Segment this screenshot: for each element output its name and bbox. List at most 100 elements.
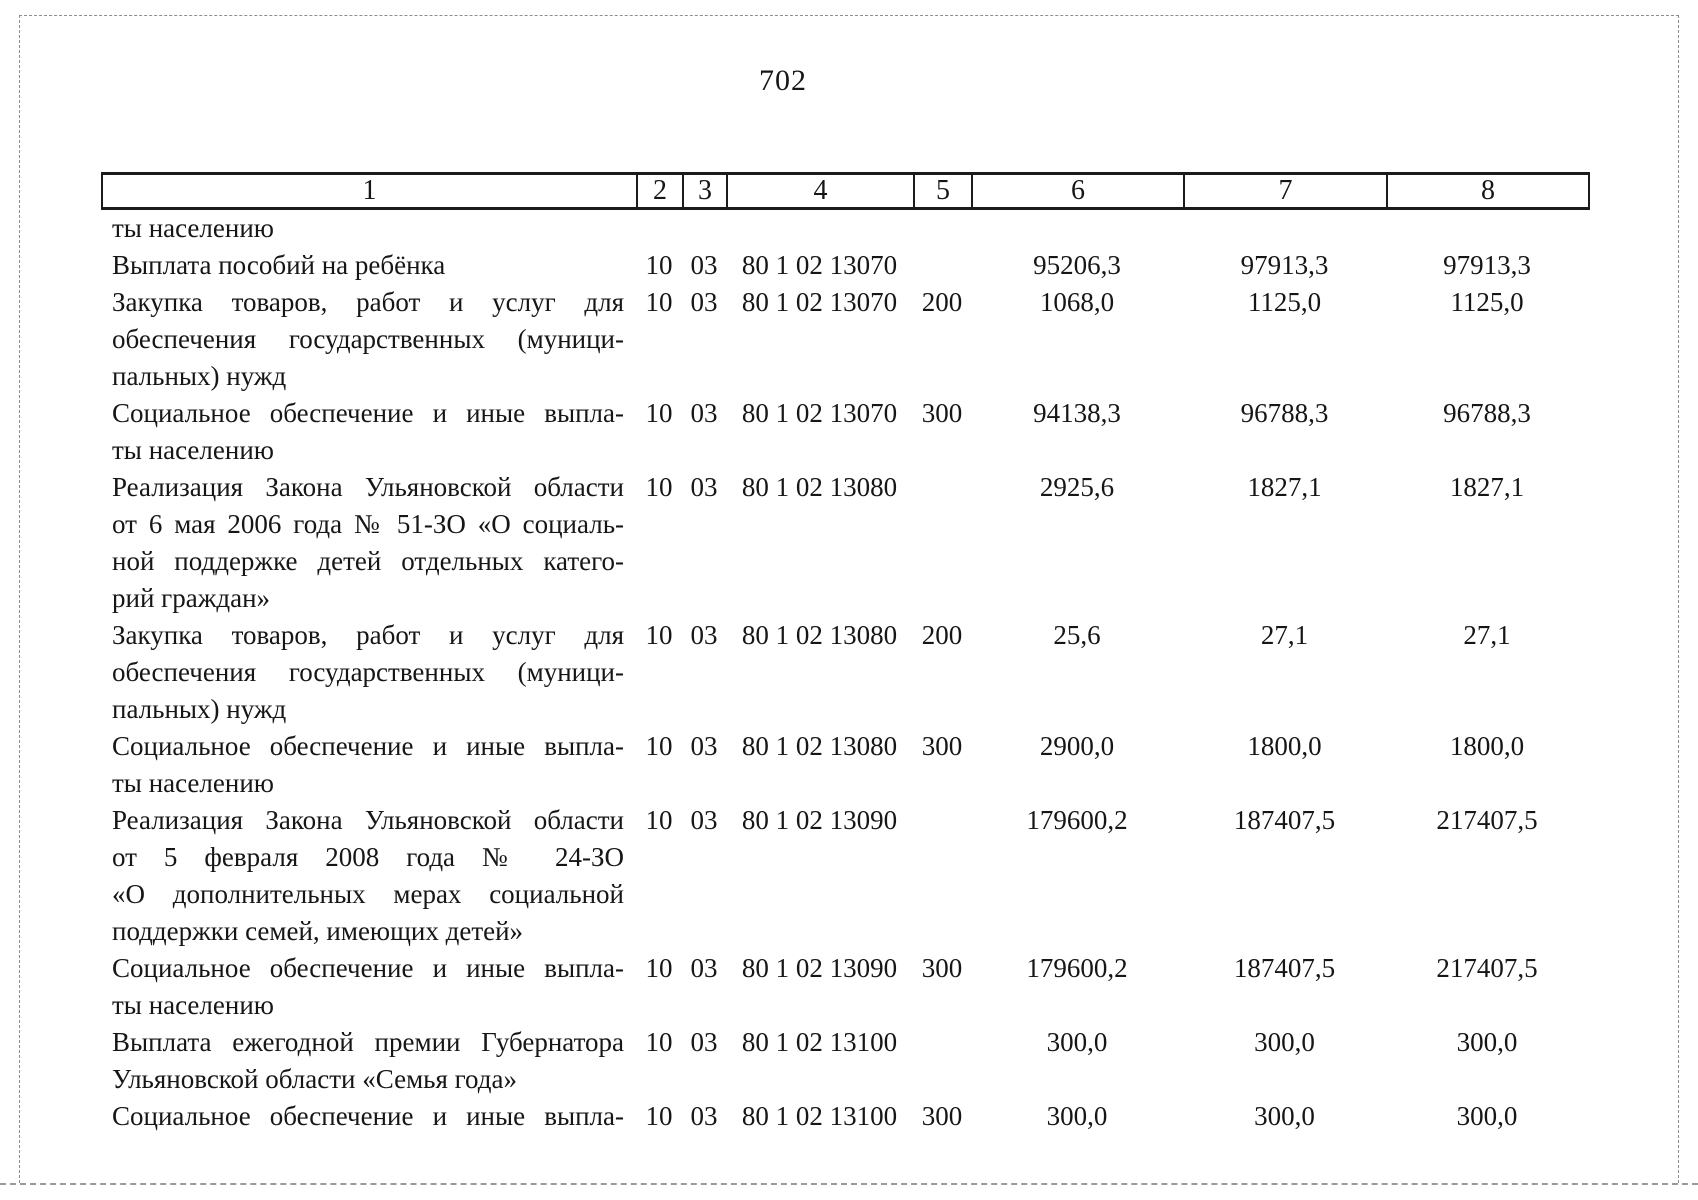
page-frame <box>19 15 1679 1183</box>
header-cell-4: 4 <box>726 175 913 207</box>
amount-col8-cell: 1827,1 <box>1449 472 1525 502</box>
subsection-code-cell <box>682 210 726 247</box>
amount-col8-cell <box>1386 210 1588 247</box>
expense-type-cell: 300 <box>921 731 963 761</box>
amount-col6-cell: 25,6 <box>1053 620 1101 650</box>
amount-col8-cell: 217407,5 <box>1436 953 1538 983</box>
table-row: Социальное обеспечение и иные выпла- 10 03… <box>103 1098 1588 1135</box>
row-label-line: Социальное обеспечение и иные выпла- <box>112 731 624 761</box>
target-article-cell: 80 1 02 13070 <box>741 287 898 317</box>
subsection-code-cell: 03 <box>690 1027 718 1057</box>
target-article-cell: 80 1 02 13090 <box>741 953 898 983</box>
section-code-cell: 10 <box>645 1027 673 1057</box>
section-code-cell: 10 <box>645 731 673 761</box>
amount-col8-cell: 96788,3 <box>1443 398 1531 428</box>
header-cell-6: 6 <box>971 175 1183 207</box>
header-cell-7: 7 <box>1183 175 1386 207</box>
amount-col6-cell: 95206,3 <box>1033 250 1121 280</box>
expense-type-cell: 200 <box>921 620 963 650</box>
row-label-line: ты населению <box>112 435 274 465</box>
header-cell-5: 5 <box>913 175 971 207</box>
target-article-cell: 80 1 02 13070 <box>741 250 898 280</box>
row-label-line: от 5 февраля 2008 года № 24-ЗО <box>112 842 624 872</box>
subsection-code-cell: 03 <box>690 731 718 761</box>
row-label-line: поддержки семей, имеющих детей» <box>112 916 524 946</box>
amount-col6-cell: 179600,2 <box>1026 805 1128 835</box>
target-article-cell: 80 1 02 13080 <box>741 620 898 650</box>
amount-col6-cell: 300,0 <box>1046 1101 1108 1131</box>
target-article-cell: 80 1 02 13080 <box>741 472 898 502</box>
section-code-cell: 10 <box>645 250 673 280</box>
table-body: ты населению Выплата пособий на ребёнка 10… <box>103 210 1588 1135</box>
section-code-cell <box>636 210 682 247</box>
amount-col7-cell: 1800,0 <box>1247 731 1322 761</box>
header-cell-3: 3 <box>682 175 726 207</box>
subsection-code-cell: 03 <box>690 805 718 835</box>
row-label-cell: Реализация Закона Ульяновской области от … <box>103 469 636 617</box>
header-cell-1: 1 <box>362 175 377 206</box>
table-row: Реализация Закона Ульяновской области от … <box>103 802 1588 950</box>
row-label-cell: Выплата пособий на ребёнка <box>103 247 636 284</box>
amount-col8-cell: 217407,5 <box>1436 805 1538 835</box>
amount-col8-cell: 27,1 <box>1463 620 1511 650</box>
amount-col7-cell: 27,1 <box>1260 620 1309 650</box>
row-label-cell: Социальное обеспечение и иные выпла-ты н… <box>103 728 636 802</box>
expense-type-cell: 300 <box>921 398 963 428</box>
row-label-line: обеспечения государственных (муници- <box>112 657 624 687</box>
row-label-line: обеспечения государственных (муници- <box>112 324 624 354</box>
table-row: ты населению <box>103 210 1588 247</box>
section-code-cell: 10 <box>645 287 673 317</box>
row-label-line: ты населению <box>112 768 274 798</box>
amount-col6-cell: 2925,6 <box>1039 472 1115 502</box>
amount-col6-cell <box>971 210 1183 247</box>
table-row: Социальное обеспечение и иные выпла-ты н… <box>103 950 1588 1024</box>
row-label-line: ты населению <box>112 213 274 243</box>
row-label-line: Реализация Закона Ульяновской области <box>112 472 624 502</box>
expense-type-cell: 300 <box>921 1101 963 1131</box>
amount-col8-cell: 97913,3 <box>1443 250 1531 280</box>
expense-type-cell: 200 <box>921 287 963 317</box>
row-label-line: Закупка товаров, работ и услуг для <box>112 287 624 317</box>
amount-col6-cell: 1068,0 <box>1039 287 1115 317</box>
section-code-cell: 10 <box>645 398 673 428</box>
target-article-cell: 80 1 02 13090 <box>741 805 898 835</box>
row-label-line: Выплата ежегодной премии Губернатора <box>112 1027 624 1057</box>
expense-type-cell <box>913 1024 971 1098</box>
amount-col7-cell: 187407,5 <box>1233 953 1336 983</box>
subsection-code-cell: 03 <box>690 250 718 280</box>
expense-type-cell <box>913 802 971 950</box>
amount-col6-cell: 94138,3 <box>1033 398 1121 428</box>
subsection-code-cell: 03 <box>690 287 718 317</box>
row-label-cell: Социальное обеспечение и иные выпла-ты н… <box>103 950 636 1024</box>
row-label-cell: Закупка товаров, работ и услуг для обеспе… <box>103 284 636 395</box>
amount-col7-cell: 1827,1 <box>1247 472 1322 502</box>
section-code-cell: 10 <box>645 472 673 502</box>
target-article-cell: 80 1 02 13070 <box>741 398 898 428</box>
expense-type-cell <box>913 247 971 284</box>
amount-col7-cell: 96788,3 <box>1240 398 1329 428</box>
row-label-line: ной поддержке детей отдельных катего- <box>112 546 624 576</box>
amount-col7-cell <box>1183 210 1386 247</box>
amount-col7-cell: 97913,3 <box>1240 250 1329 280</box>
row-label-line: пальных) нужд <box>112 694 287 724</box>
table-row: Выплата ежегодной премии Губернатора Улья… <box>103 1024 1588 1098</box>
row-label-line: Социальное обеспечение и иные выпла- <box>112 1101 624 1131</box>
table-row: Закупка товаров, работ и услуг для обеспе… <box>103 284 1588 395</box>
section-code-cell: 10 <box>645 953 673 983</box>
row-label-line: пальных) нужд <box>112 361 287 391</box>
row-label-line: Реализация Закона Ульяновской области <box>112 805 624 835</box>
section-code-cell: 10 <box>645 805 673 835</box>
row-label-cell: Закупка товаров, работ и услуг для обеспе… <box>103 617 636 728</box>
scan-artifact-line <box>0 1183 1698 1185</box>
target-article-cell <box>726 210 913 247</box>
table-header-row: 1 2 3 4 5 6 7 8 <box>101 172 1590 210</box>
section-code-cell: 10 <box>645 1101 673 1131</box>
subsection-code-cell: 03 <box>690 953 718 983</box>
row-label-cell: ты населению <box>103 210 636 247</box>
row-label-line: рий граждан» <box>112 583 271 613</box>
row-label-line: Закупка товаров, работ и услуг для <box>112 620 624 650</box>
amount-col8-cell: 1800,0 <box>1449 731 1525 761</box>
row-label-line: ты населению <box>112 990 274 1020</box>
row-label-line: от 6 мая 2006 года № 51-ЗО «О социаль- <box>112 509 624 539</box>
subsection-code-cell: 03 <box>690 472 718 502</box>
